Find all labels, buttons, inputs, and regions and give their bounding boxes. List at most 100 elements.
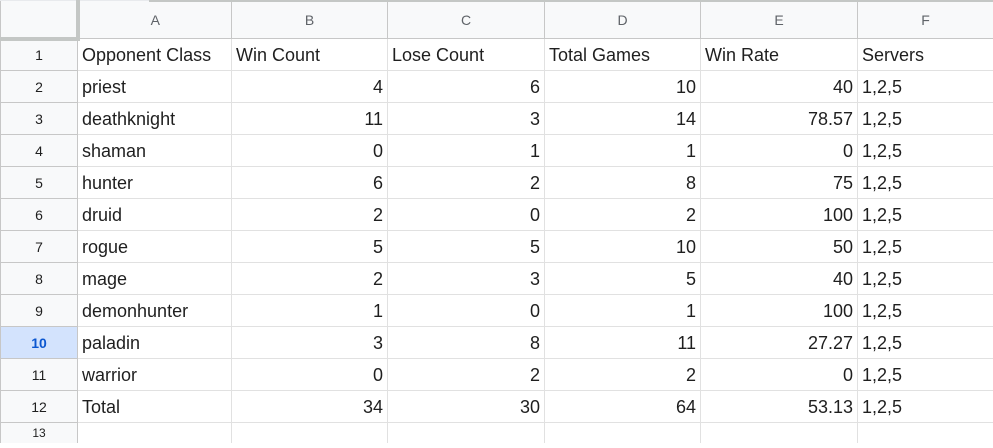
cell-servers[interactable]: 1,2,5 bbox=[857, 230, 993, 263]
cell-total-games[interactable]: 64 bbox=[544, 390, 701, 423]
cell-win-count[interactable]: 3 bbox=[231, 326, 388, 359]
row-header[interactable]: 12 bbox=[0, 390, 78, 423]
empty-cell[interactable] bbox=[544, 422, 701, 443]
header-cell-win-rate[interactable]: Win Rate bbox=[700, 38, 858, 71]
cell-win-rate[interactable]: 0 bbox=[700, 134, 858, 167]
cell-opponent-class[interactable]: warrior bbox=[77, 358, 232, 391]
cell-win-count[interactable]: 34 bbox=[231, 390, 388, 423]
table-row: 10 paladin 3 8 11 27.27 1,2,5 bbox=[0, 326, 993, 359]
cell-win-count[interactable]: 4 bbox=[231, 70, 388, 103]
cell-opponent-class[interactable]: paladin bbox=[77, 326, 232, 359]
row-header[interactable]: 4 bbox=[0, 134, 78, 167]
frozen-divider[interactable] bbox=[149, 0, 993, 2]
cell-win-count[interactable]: 11 bbox=[231, 102, 388, 135]
cell-win-rate[interactable]: 100 bbox=[700, 294, 858, 327]
cell-servers[interactable]: 1,2,5 bbox=[857, 358, 993, 391]
row-header[interactable]: 7 bbox=[0, 230, 78, 263]
cell-lose-count[interactable]: 2 bbox=[387, 358, 545, 391]
cell-total-games[interactable]: 8 bbox=[544, 166, 701, 199]
cell-win-rate[interactable]: 0 bbox=[700, 358, 858, 391]
cell-servers[interactable]: 1,2,5 bbox=[857, 198, 993, 231]
cell-opponent-class[interactable]: deathknight bbox=[77, 102, 232, 135]
cell-lose-count[interactable]: 6 bbox=[387, 70, 545, 103]
row-header[interactable]: 5 bbox=[0, 166, 78, 199]
cell-total-games[interactable]: 5 bbox=[544, 262, 701, 295]
column-header-f[interactable]: F bbox=[857, 0, 993, 39]
cell-servers[interactable]: 1,2,5 bbox=[857, 326, 993, 359]
header-cell-servers[interactable]: Servers bbox=[857, 38, 993, 71]
row-header[interactable]: 11 bbox=[0, 358, 78, 391]
empty-cell[interactable] bbox=[857, 422, 993, 443]
empty-cell[interactable] bbox=[700, 422, 858, 443]
cell-total-games[interactable]: 14 bbox=[544, 102, 701, 135]
cell-win-count[interactable]: 0 bbox=[231, 358, 388, 391]
cell-total-games[interactable]: 1 bbox=[544, 134, 701, 167]
row-header[interactable]: 6 bbox=[0, 198, 78, 231]
cell-win-rate[interactable]: 40 bbox=[700, 70, 858, 103]
column-header-c[interactable]: C bbox=[387, 0, 545, 39]
column-header-e[interactable]: E bbox=[700, 0, 858, 39]
cell-lose-count[interactable]: 0 bbox=[387, 294, 545, 327]
cell-lose-count[interactable]: 3 bbox=[387, 102, 545, 135]
header-cell-win-count[interactable]: Win Count bbox=[231, 38, 388, 71]
cell-win-count[interactable]: 0 bbox=[231, 134, 388, 167]
cell-opponent-class[interactable]: shaman bbox=[77, 134, 232, 167]
header-cell-lose-count[interactable]: Lose Count bbox=[387, 38, 545, 71]
cell-lose-count[interactable]: 2 bbox=[387, 166, 545, 199]
cell-lose-count[interactable]: 0 bbox=[387, 198, 545, 231]
cell-total-games[interactable]: 2 bbox=[544, 358, 701, 391]
cell-servers[interactable]: 1,2,5 bbox=[857, 390, 993, 423]
cell-servers[interactable]: 1,2,5 bbox=[857, 102, 993, 135]
row-header[interactable]: 9 bbox=[0, 294, 78, 327]
cell-win-count[interactable]: 1 bbox=[231, 294, 388, 327]
cell-lose-count[interactable]: 5 bbox=[387, 230, 545, 263]
cell-win-count[interactable]: 5 bbox=[231, 230, 388, 263]
cell-win-count[interactable]: 6 bbox=[231, 166, 388, 199]
cell-lose-count[interactable]: 8 bbox=[387, 326, 545, 359]
cell-opponent-class[interactable]: druid bbox=[77, 198, 232, 231]
cell-opponent-class[interactable]: Total bbox=[77, 390, 232, 423]
cell-lose-count[interactable]: 30 bbox=[387, 390, 545, 423]
empty-cell[interactable] bbox=[387, 422, 545, 443]
row-header[interactable]: 10 bbox=[0, 326, 78, 359]
column-header-d[interactable]: D bbox=[544, 0, 701, 39]
cell-lose-count[interactable]: 3 bbox=[387, 262, 545, 295]
cell-total-games[interactable]: 2 bbox=[544, 198, 701, 231]
cell-win-rate[interactable]: 78.57 bbox=[700, 102, 858, 135]
cell-lose-count[interactable]: 1 bbox=[387, 134, 545, 167]
cell-total-games[interactable]: 10 bbox=[544, 70, 701, 103]
cell-opponent-class[interactable]: hunter bbox=[77, 166, 232, 199]
cell-opponent-class[interactable]: priest bbox=[77, 70, 232, 103]
cell-win-rate[interactable]: 27.27 bbox=[700, 326, 858, 359]
cell-opponent-class[interactable]: rogue bbox=[77, 230, 232, 263]
header-cell-opponent-class[interactable]: Opponent Class bbox=[77, 38, 232, 71]
cell-win-count[interactable]: 2 bbox=[231, 198, 388, 231]
cell-total-games[interactable]: 1 bbox=[544, 294, 701, 327]
cell-servers[interactable]: 1,2,5 bbox=[857, 134, 993, 167]
row-header-1[interactable]: 1 bbox=[0, 38, 78, 71]
row-header[interactable]: 8 bbox=[0, 262, 78, 295]
cell-opponent-class[interactable]: demonhunter bbox=[77, 294, 232, 327]
cell-servers[interactable]: 1,2,5 bbox=[857, 70, 993, 103]
cell-servers[interactable]: 1,2,5 bbox=[857, 294, 993, 327]
select-all-corner[interactable] bbox=[0, 0, 80, 41]
cell-win-rate[interactable]: 53.13 bbox=[700, 390, 858, 423]
cell-total-games[interactable]: 11 bbox=[544, 326, 701, 359]
cell-win-count[interactable]: 2 bbox=[231, 262, 388, 295]
column-header-b[interactable]: B bbox=[231, 0, 388, 39]
cell-servers[interactable]: 1,2,5 bbox=[857, 166, 993, 199]
cell-win-rate[interactable]: 100 bbox=[700, 198, 858, 231]
empty-cell[interactable] bbox=[77, 422, 232, 443]
cell-total-games[interactable]: 10 bbox=[544, 230, 701, 263]
cell-win-rate[interactable]: 50 bbox=[700, 230, 858, 263]
cell-win-rate[interactable]: 40 bbox=[700, 262, 858, 295]
row-header[interactable]: 2 bbox=[0, 70, 78, 103]
row-header[interactable]: 3 bbox=[0, 102, 78, 135]
row-header[interactable]: 13 bbox=[0, 422, 78, 443]
cell-opponent-class[interactable]: mage bbox=[77, 262, 232, 295]
empty-cell[interactable] bbox=[231, 422, 388, 443]
cell-servers[interactable]: 1,2,5 bbox=[857, 262, 993, 295]
header-cell-total-games[interactable]: Total Games bbox=[544, 38, 701, 71]
cell-win-rate[interactable]: 75 bbox=[700, 166, 858, 199]
column-header-a[interactable]: A bbox=[77, 0, 232, 39]
